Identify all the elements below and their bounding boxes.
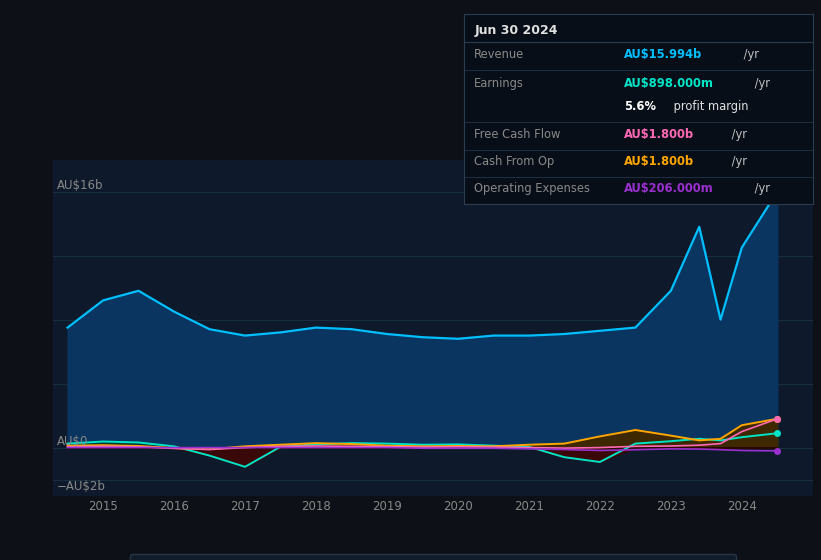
Text: AU$1.800b: AU$1.800b — [624, 128, 695, 141]
Text: /yr: /yr — [740, 48, 759, 61]
Text: 5.6%: 5.6% — [624, 100, 656, 113]
Text: Earnings: Earnings — [475, 77, 524, 90]
Legend: Revenue, Earnings, Free Cash Flow, Cash From Op, Operating Expenses: Revenue, Earnings, Free Cash Flow, Cash … — [131, 554, 736, 560]
Text: /yr: /yr — [728, 155, 747, 168]
Text: AU$16b: AU$16b — [57, 179, 103, 192]
Text: AU$1.800b: AU$1.800b — [624, 155, 695, 168]
Text: /yr: /yr — [751, 181, 770, 194]
Text: AU$0: AU$0 — [57, 435, 89, 447]
Text: Jun 30 2024: Jun 30 2024 — [475, 24, 557, 36]
Text: /yr: /yr — [751, 77, 770, 90]
Text: AU$15.994b: AU$15.994b — [624, 48, 703, 61]
Text: −AU$2b: −AU$2b — [57, 479, 106, 493]
Text: Free Cash Flow: Free Cash Flow — [475, 128, 561, 141]
Text: Cash From Op: Cash From Op — [475, 155, 554, 168]
Text: Revenue: Revenue — [475, 48, 525, 61]
Text: Operating Expenses: Operating Expenses — [475, 181, 590, 194]
Text: AU$206.000m: AU$206.000m — [624, 181, 714, 194]
Text: /yr: /yr — [728, 128, 747, 141]
Text: profit margin: profit margin — [671, 100, 749, 113]
Text: AU$898.000m: AU$898.000m — [624, 77, 714, 90]
